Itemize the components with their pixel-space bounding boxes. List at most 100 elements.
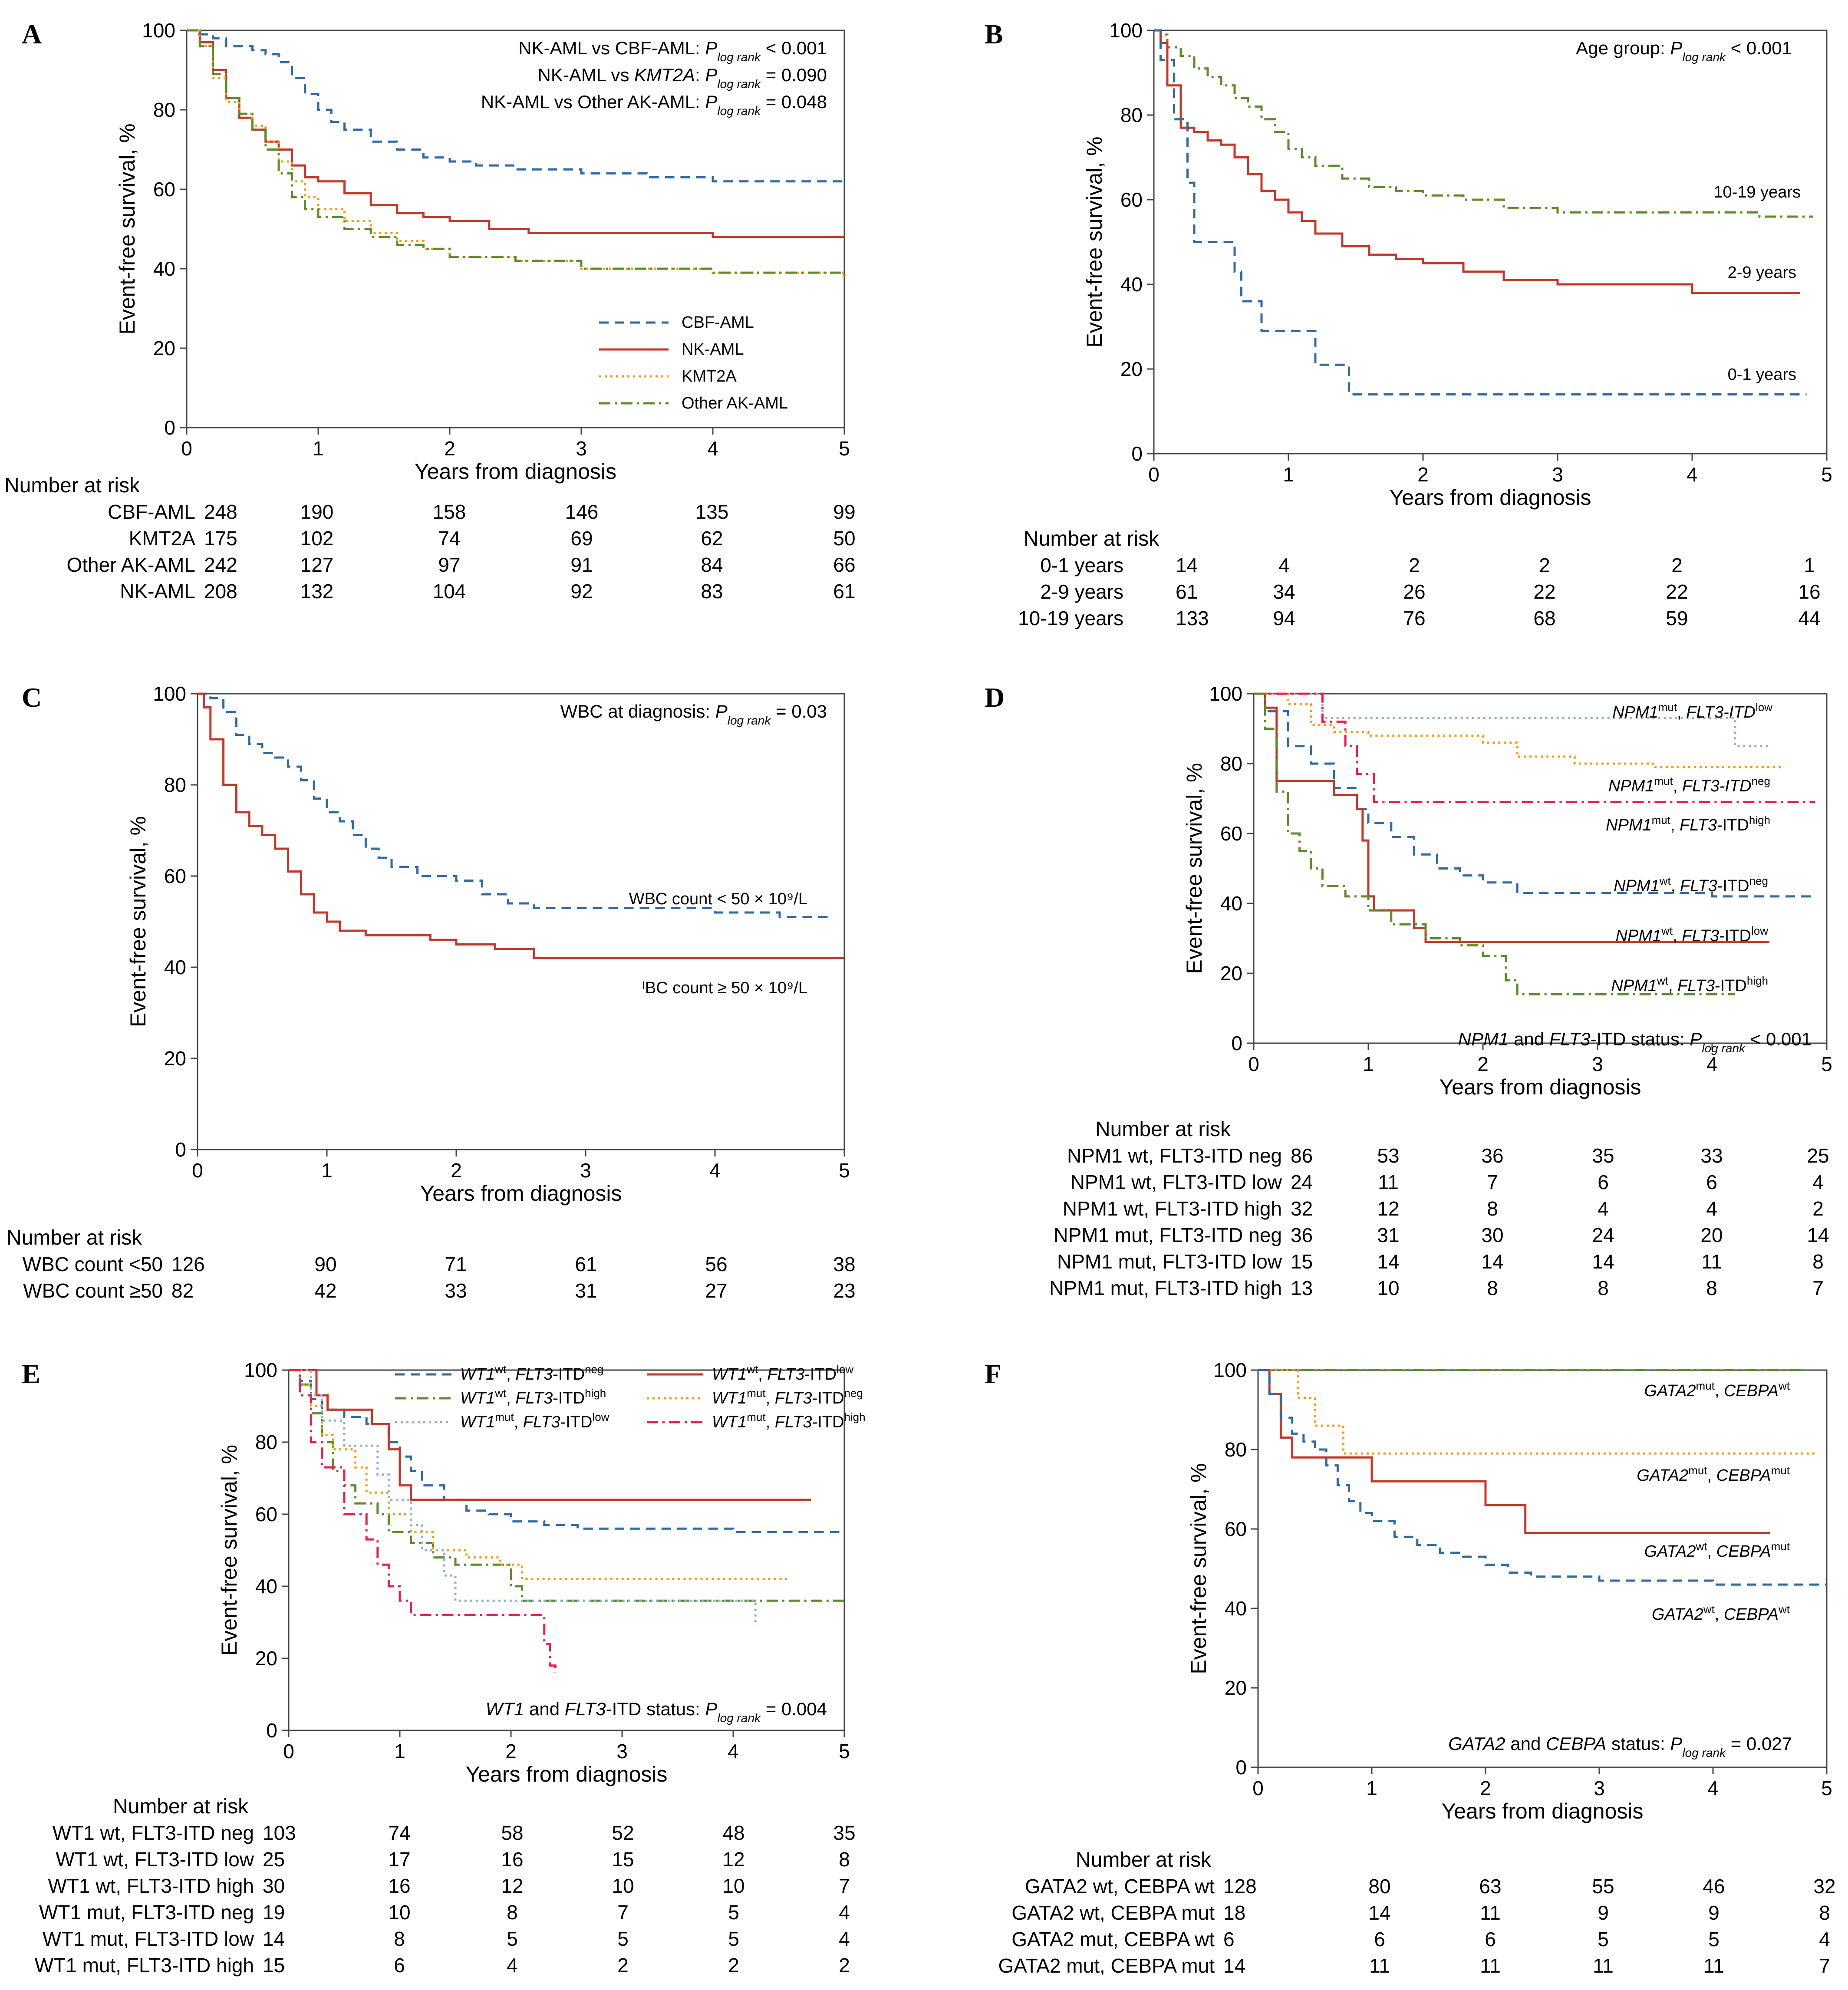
text-fragment: FLT3-ITD <box>1682 777 1752 795</box>
risk-count: 8 <box>1819 1901 1830 1924</box>
y-tick-label: 0 <box>1235 1756 1247 1779</box>
text-fragment: mut <box>1658 701 1677 714</box>
x-tick-label: 0 <box>1248 1053 1259 1075</box>
text-fragment: FLT3 <box>1682 927 1719 945</box>
text-fragment <box>700 1699 705 1719</box>
y-tick-label: 80 <box>153 99 175 121</box>
text-fragment: , <box>766 1389 775 1407</box>
text-fragment: wt <box>1696 1540 1708 1553</box>
risk-count: 4 <box>1819 1928 1830 1950</box>
risk-count: 8 <box>1706 1277 1717 1299</box>
text-fragment: : <box>695 65 700 85</box>
risk-count: 2 <box>1539 554 1550 577</box>
risk-count: 25 <box>1807 1144 1829 1167</box>
risk-count: 175 <box>204 527 237 550</box>
risk-row-label: WT1 mut, FLT3-ITD low <box>43 1927 254 1950</box>
text-fragment: FLT3 <box>565 1699 606 1719</box>
text-fragment: wt <box>1659 874 1671 887</box>
y-axis-title: Event-free survival, % <box>115 123 139 334</box>
risk-row-label: KMT2A <box>129 527 196 550</box>
risk-count: 16 <box>1798 580 1820 603</box>
text-fragment: , <box>1715 1605 1724 1624</box>
risk-count: 5 <box>507 1927 518 1950</box>
x-tick-label: 3 <box>1552 463 1563 486</box>
text-fragment: -ITD <box>560 1413 593 1431</box>
risk-count: 104 <box>433 580 466 603</box>
risk-count: 8 <box>1598 1277 1609 1299</box>
risk-count: 11 <box>1369 1954 1390 1977</box>
y-tick-label: 20 <box>255 1647 277 1670</box>
km-curve-wt1-mut-flt3-itd-high <box>289 1369 557 1673</box>
text-fragment: -ITD <box>812 1413 844 1431</box>
x-axis-title: Years from diagnosis <box>1441 1799 1643 1823</box>
km-curve-cbf-aml <box>187 29 844 183</box>
risk-count: 11 <box>1480 1954 1501 1977</box>
text-fragment: WT1 <box>486 1699 524 1719</box>
risk-count: 22 <box>1533 580 1555 603</box>
km-curve-wbc-count-50-10-l <box>198 692 832 918</box>
risk-count: 8 <box>1812 1250 1824 1273</box>
legend-label: WT1wt, FLT3-ITDneg <box>460 1363 603 1384</box>
text-fragment: -ITD <box>812 1389 844 1407</box>
risk-count: 74 <box>388 1822 410 1844</box>
risk-count: 132 <box>300 580 334 603</box>
risk-count: 31 <box>1377 1224 1399 1246</box>
risk-count: 59 <box>1666 607 1688 629</box>
risk-count: 30 <box>263 1875 285 1897</box>
km-curve-gata2-mut-cebpa-mut <box>1258 1369 1815 1455</box>
risk-count: 97 <box>438 554 460 576</box>
risk-count: 83 <box>701 580 723 603</box>
text-fragment: , <box>1707 1466 1716 1485</box>
risk-table-title: Number at risk <box>1024 527 1160 550</box>
risk-row-label: WBC count ≥50 <box>23 1279 163 1302</box>
text-fragment: WT1 <box>460 1365 495 1384</box>
risk-count: 7 <box>1487 1171 1498 1193</box>
plot-frame <box>1253 693 1828 1044</box>
p-value-annotation: NK-AML vs KMT2A: Plog rank = 0.090 <box>538 65 827 91</box>
text-fragment: wt <box>1661 924 1673 937</box>
text-fragment: , <box>1707 1542 1716 1561</box>
risk-table-title: Number at risk <box>7 1226 142 1249</box>
risk-count: 12 <box>722 1848 744 1871</box>
risk-count: 56 <box>705 1253 727 1275</box>
y-tick-label: 100 <box>142 19 175 42</box>
risk-row-label: NK-AML <box>120 580 195 603</box>
x-tick-label: 4 <box>1687 463 1698 486</box>
text-fragment: wt <box>494 1363 507 1376</box>
y-tick-label: 40 <box>1220 892 1242 915</box>
text-fragment: high <box>585 1387 606 1400</box>
risk-count: 102 <box>300 527 334 550</box>
legend-label: NK-AML <box>682 340 744 359</box>
text-fragment: log rank <box>728 714 772 727</box>
curve-label: GATA2wt, CEBPAmut <box>1644 1540 1790 1561</box>
text-fragment: CEBPA <box>1724 1382 1779 1400</box>
y-tick-label: 100 <box>244 1359 277 1381</box>
risk-count: 8 <box>394 1927 405 1950</box>
risk-count: 63 <box>1479 1875 1501 1898</box>
risk-count: 7 <box>1819 1954 1830 1977</box>
risk-count: 66 <box>833 554 855 576</box>
risk-count: 14 <box>1481 1250 1503 1273</box>
text-fragment: Age group: <box>1576 38 1665 58</box>
y-tick-label: 60 <box>153 178 175 201</box>
risk-count: 6 <box>394 1954 405 1977</box>
risk-count: 158 <box>433 501 466 523</box>
risk-count: 11 <box>1701 1250 1722 1273</box>
risk-count: 15 <box>612 1848 634 1871</box>
text-fragment: neg <box>844 1387 863 1400</box>
y-tick-label: 60 <box>1220 822 1242 845</box>
text-fragment: mut <box>1654 774 1673 787</box>
text-fragment: P <box>1670 1733 1682 1754</box>
text-fragment: KMT2A <box>634 65 695 85</box>
km-curve-other-ak-aml <box>187 29 846 277</box>
y-axis-title: Event-free survival, % <box>126 816 150 1027</box>
text-fragment: GATA2 <box>1644 1542 1696 1561</box>
risk-count: 30 <box>1481 1224 1503 1246</box>
x-tick-label: 1 <box>1366 1777 1377 1799</box>
risk-count: 242 <box>204 554 237 576</box>
text-fragment: CEBPA <box>1716 1466 1771 1485</box>
y-tick-label: 0 <box>266 1719 277 1742</box>
y-tick-label: 60 <box>1120 188 1143 211</box>
panel-letter: B <box>985 19 1003 49</box>
